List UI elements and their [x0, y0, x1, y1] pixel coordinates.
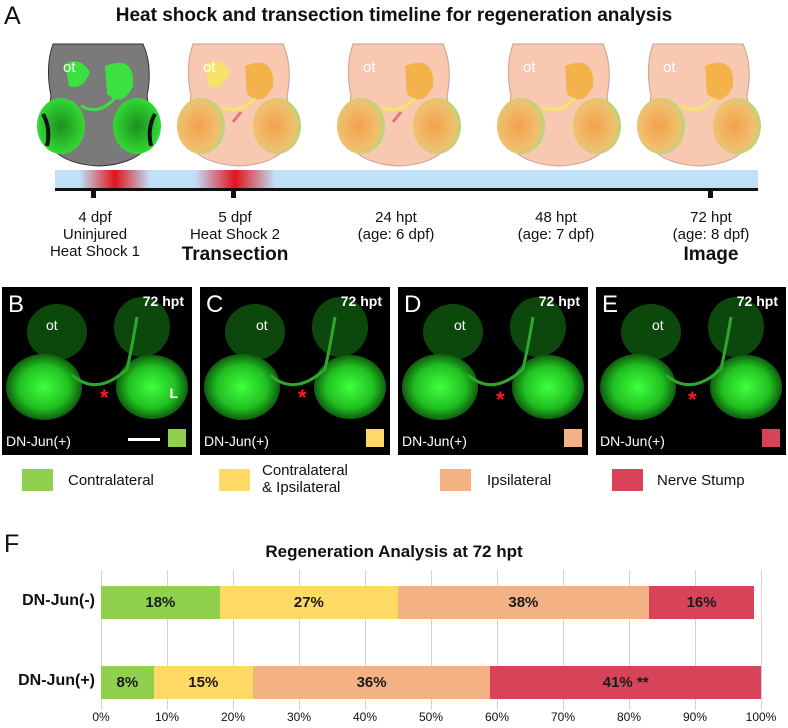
panel-label: C	[206, 291, 224, 318]
legend-swatch-contra-ipsi	[219, 469, 250, 491]
schematic-48hpt: ot	[497, 43, 621, 167]
legend-label-ipsilateral: Ipsilateral	[487, 472, 552, 489]
timepoint-48hpt: 48 hpt (age: 7 dpf)	[517, 209, 595, 243]
gridline	[761, 570, 762, 710]
x-tick-label: 20%	[220, 710, 246, 724]
panel-label-f: F	[4, 530, 20, 558]
timepoint-4dpf: 4 dpf Uninjured Heat Shock 1	[49, 209, 141, 260]
bar-segment: 16%	[648, 586, 755, 619]
ot-label: ot	[46, 317, 58, 333]
legend-label-nerve-stump: Nerve Stump	[657, 472, 745, 489]
svg-text:ot: ot	[363, 59, 376, 76]
time-label: 72 hpt	[538, 293, 580, 309]
svg-text:ot: ot	[523, 59, 536, 76]
stacked-bar-chart: DN-Jun(-) 18% 27% 38% 16% DN-Jun(+) 8% 15% 36% 41…	[0, 570, 788, 728]
image-label: Image	[683, 244, 739, 265]
micrograph-b: * B 72 hpt ot DN-Jun(+) L	[2, 287, 192, 455]
time-label: 72 hpt	[340, 293, 382, 309]
brain-schematics: ot ot ot ot ot	[37, 43, 761, 167]
panel-label: E	[602, 291, 619, 318]
svg-text:ot: ot	[203, 59, 216, 76]
gridline	[695, 570, 696, 710]
legend-label-contralateral: Contralateral	[68, 472, 154, 489]
x-tick-label: 50%	[418, 710, 444, 724]
x-tick-label: 100%	[745, 710, 777, 724]
x-tick-label: 30%	[286, 710, 312, 724]
gridline	[629, 570, 630, 710]
category-swatch	[168, 429, 186, 447]
category-swatch	[762, 429, 780, 447]
gridline	[431, 570, 432, 710]
scale-bar	[128, 438, 160, 441]
row-label: DN-Jun(+)	[18, 672, 95, 689]
svg-text:ot: ot	[663, 59, 676, 76]
gridline	[365, 570, 366, 710]
bar-segment: 41% **	[490, 666, 761, 699]
x-tick-label: 40%	[352, 710, 378, 724]
genotype-label: DN-Jun(+)	[600, 433, 665, 449]
x-tick-label: 10%	[154, 710, 180, 724]
gridline	[563, 570, 564, 710]
chart-title: Regeneration Analysis at 72 hpt	[265, 542, 523, 561]
svg-text:*: *	[100, 385, 109, 410]
x-tick-label: 0%	[92, 710, 110, 724]
bar-segment: 27%	[219, 586, 398, 619]
micrograph-d: * D 72 hpt ot DN-Jun(+)	[398, 287, 588, 455]
gridline	[299, 570, 300, 710]
lens-label: L	[169, 385, 178, 401]
genotype-label: DN-Jun(+)	[402, 433, 467, 449]
legend-swatch-contralateral	[22, 469, 53, 491]
schematic-4dpf: ot	[37, 43, 161, 167]
time-label: 72 hpt	[142, 293, 184, 309]
schematic-72hpt: ot	[637, 43, 761, 167]
schematic-24hpt: ot	[337, 43, 461, 167]
gridline	[497, 570, 498, 710]
ot-label: ot	[652, 317, 664, 333]
svg-text:*: *	[298, 385, 307, 410]
legend-swatch-nerve-stump	[612, 469, 643, 491]
panel-label: D	[404, 291, 422, 318]
genotype-label: DN-Jun(+)	[6, 433, 71, 449]
panel-label: B	[8, 291, 25, 318]
bar-segment: 8%	[101, 666, 154, 699]
bar-segment: 18%	[101, 586, 220, 619]
ot-label: ot	[256, 317, 268, 333]
gridline	[233, 570, 234, 710]
timepoint-5dpf: 5 dpf Heat Shock 2	[189, 209, 281, 243]
category-swatch	[564, 429, 582, 447]
svg-text:*: *	[688, 387, 697, 412]
category-swatch	[366, 429, 384, 447]
gridline	[101, 570, 102, 710]
timeline-bar	[55, 170, 758, 198]
x-tick-label: 80%	[616, 710, 642, 724]
micrograph-image: *	[402, 297, 584, 420]
genotype-label: DN-Jun(+)	[204, 433, 269, 449]
svg-text:*: *	[496, 387, 505, 412]
legend-swatch-ipsilateral	[440, 469, 471, 491]
x-tick-label: 90%	[682, 710, 708, 724]
timepoint-24hpt: 24 hpt (age: 6 dpf)	[357, 209, 435, 243]
x-tick-label: 60%	[484, 710, 510, 724]
time-label: 72 hpt	[736, 293, 778, 309]
legend-label-contra-ipsi: Contralateral & Ipsilateral	[262, 462, 348, 496]
x-tick-label: 70%	[550, 710, 576, 724]
micrograph-e: * E 72 hpt ot DN-Jun(+)	[596, 287, 786, 455]
bar-segment: 38%	[398, 586, 649, 619]
transection-label: Transection	[181, 244, 289, 265]
ot-label: ot	[454, 317, 466, 333]
bar-segment: 15%	[153, 666, 253, 699]
row-label: DN-Jun(-)	[22, 592, 95, 609]
bar-segment: 36%	[252, 666, 491, 699]
panel-a-title: Heat shock and transection timeline for …	[115, 5, 673, 26]
panel-label-a: A	[4, 2, 21, 30]
micrograph-c: * C 72 hpt ot DN-Jun(+)	[200, 287, 390, 455]
micrograph-image: *	[204, 297, 386, 420]
schematic-5dpf: ot	[177, 43, 301, 167]
micrograph-image: *	[600, 297, 782, 420]
timepoint-72hpt: 72 hpt (age: 8 dpf)	[672, 209, 750, 243]
gridline	[167, 570, 168, 710]
micrograph-image: *	[6, 297, 188, 420]
ot-label: ot	[63, 59, 76, 76]
